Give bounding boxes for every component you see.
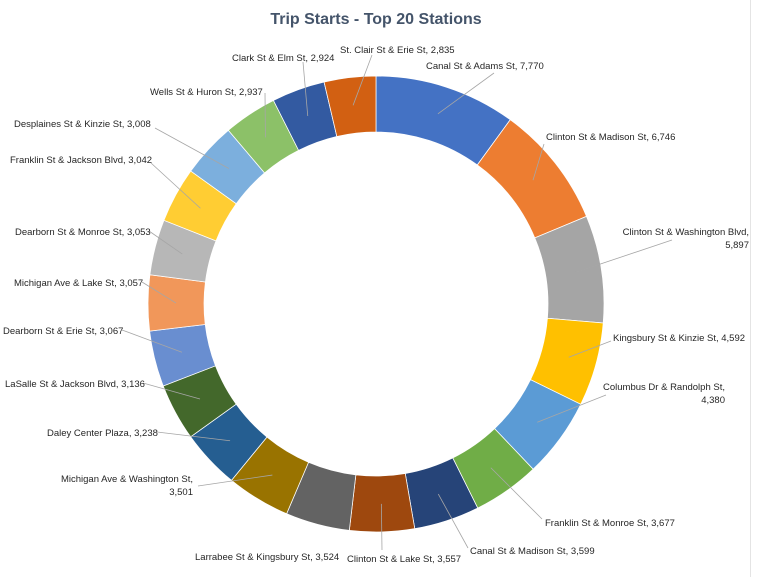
leader-line-17 (154, 127, 230, 169)
leader-line-10 (197, 474, 273, 487)
data-label-16: Franklin St & Jackson Blvd, 3,042 (10, 155, 152, 166)
data-label-2: Clinton St & Madison St, 6,746 (546, 132, 675, 143)
data-label-1: Canal St & Adams St, 7,770 (426, 61, 544, 72)
data-label-15: Dearborn St & Monroe St, 3,053 (15, 227, 151, 238)
slice-14 (147, 274, 206, 332)
leader-line-3 (573, 239, 673, 274)
leader-line-2 (532, 143, 545, 181)
data-label-7: Canal St & Madison St, 3,599 (470, 546, 595, 557)
data-label-19: Clark St & Elm St, 2,924 (232, 53, 334, 64)
leader-lines (121, 54, 673, 551)
leader-line-8 (380, 503, 383, 551)
leader-line-20 (352, 54, 373, 106)
leader-line-4 (568, 340, 612, 358)
leader-line-16 (150, 162, 201, 209)
leader-line-6 (490, 467, 543, 520)
data-label-20: St. Clair St & Erie St, 2,835 (340, 45, 455, 56)
data-label-4: Kingsbury St & Kinzie St, 4,592 (613, 333, 745, 344)
data-label-11: Daley Center Plaza, 3,238 (47, 428, 158, 439)
data-labels: Canal St & Adams St, 7,770 Clinton St & M… (3, 45, 749, 565)
data-label-10: Michigan Ave & Washington St, 3,501 (61, 474, 193, 498)
leader-line-1 (437, 72, 495, 115)
slice-20 (323, 75, 377, 137)
data-label-13: Dearborn St & Erie St, 3,067 (3, 326, 123, 337)
leader-line-12 (142, 382, 201, 400)
data-label-18: Wells St & Huron St, 2,937 (150, 87, 263, 98)
leader-line-7 (437, 493, 469, 549)
leader-line-13 (121, 329, 183, 353)
data-label-8: Clinton St & Lake St, 3,557 (347, 554, 461, 565)
leader-line-19 (302, 61, 309, 117)
data-label-12: LaSalle St & Jackson Blvd, 3,136 (5, 379, 145, 390)
data-label-3: Clinton St & Washington Blvd, 5,897 (623, 227, 749, 251)
data-label-14: Michigan Ave & Lake St, 3,057 (14, 278, 143, 289)
data-label-6: Franklin St & Monroe St, 3,677 (545, 518, 675, 529)
data-label-17: Desplaines St & Kinzie St, 3,008 (14, 119, 151, 130)
doughnut-slices (147, 75, 605, 533)
leader-line-11 (156, 431, 231, 442)
leader-line-15 (148, 230, 183, 255)
data-label-5: Columbus Dr & Randolph St, 4,380 (603, 382, 725, 406)
chart-title: Trip Starts - Top 20 Stations (270, 11, 481, 28)
leader-line-14 (141, 281, 177, 304)
data-label-9: Larrabee St & Kingsbury St, 3,524 (195, 552, 339, 563)
leader-line-5 (537, 394, 607, 423)
slice-8 (348, 473, 416, 533)
